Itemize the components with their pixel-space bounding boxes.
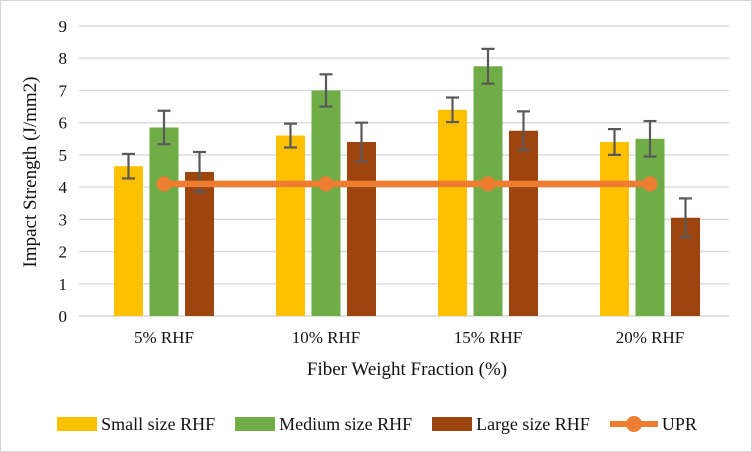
upr-marker-10-rhf — [318, 176, 334, 192]
y-tick-label: 9 — [59, 17, 68, 36]
legend-item-small-size-rhf: Small size RHF — [57, 414, 215, 435]
legend-swatch-small-size-rhf — [57, 417, 98, 431]
legend-label-medium-size-rhf: Medium size RHF — [279, 413, 413, 434]
legend-label-large-size-rhf: Large size RHF — [476, 413, 590, 434]
x-axis-title: Fiber Weight Fraction (%) — [306, 359, 508, 380]
y-tick-label: 6 — [59, 114, 68, 133]
x-tick-label-20-rhf: 20% RHF — [616, 328, 684, 347]
bar-large-size-rhf-5-rhf — [185, 171, 214, 316]
bar-large-size-rhf-15-rhf — [509, 130, 538, 316]
legend-label-small-size-rhf: Small size RHF — [101, 413, 216, 434]
bar-small-size-rhf-20-rhf — [600, 142, 629, 316]
bar-large-size-rhf-10-rhf — [347, 142, 376, 316]
legend-item-large-size-rhf: Large size RHF — [432, 414, 590, 435]
legend-swatch-medium-size-rhf — [235, 417, 276, 431]
bar-medium-size-rhf-10-rhf — [311, 90, 341, 316]
x-tick-label-5-rhf: 5% RHF — [134, 328, 194, 347]
bar-small-size-rhf-5-rhf — [114, 166, 143, 316]
bar-small-size-rhf-15-rhf — [438, 109, 467, 317]
legend-line-marker-upr — [609, 416, 658, 432]
legend-item-medium-size-rhf: Medium size RHF — [235, 414, 412, 435]
x-tick-label-10-rhf: 10% RHF — [292, 328, 360, 347]
upr-marker-20-rhf — [642, 176, 658, 192]
y-tick-label: 3 — [59, 210, 68, 229]
y-tick-label: 2 — [59, 243, 68, 262]
legend-label-upr: UPR — [661, 413, 697, 434]
y-tick-label: 7 — [59, 81, 68, 100]
y-tick-label: 0 — [59, 307, 68, 326]
bar-medium-size-rhf-20-rhf — [635, 138, 665, 316]
bar-small-size-rhf-10-rhf — [276, 135, 305, 316]
y-tick-label: 4 — [59, 178, 68, 197]
upr-marker-15-rhf — [480, 176, 496, 192]
legend-swatch-large-size-rhf — [432, 417, 473, 431]
x-tick-label-15-rhf: 15% RHF — [454, 328, 522, 347]
y-tick-label: 1 — [59, 275, 68, 294]
bar-medium-size-rhf-5-rhf — [149, 127, 179, 316]
y-axis-title: Impact Strength (J/mm2) — [20, 76, 41, 268]
chart-legend: Small size RHF Medium size RHF Large size … — [1, 409, 751, 439]
y-tick-label: 5 — [59, 146, 68, 165]
upr-marker-5-rhf — [156, 176, 172, 192]
y-tick-label: 8 — [59, 49, 68, 68]
legend-item-upr: UPR — [609, 413, 697, 435]
legend-marker-dot-upr — [625, 416, 642, 432]
